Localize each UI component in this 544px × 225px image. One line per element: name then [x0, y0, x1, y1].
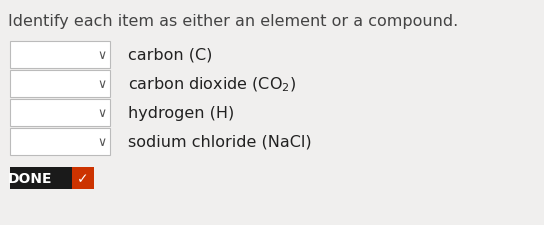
FancyBboxPatch shape — [10, 71, 110, 98]
Text: ∨: ∨ — [97, 135, 107, 148]
Text: sodium chloride (NaCl): sodium chloride (NaCl) — [128, 134, 312, 149]
Text: ∨: ∨ — [97, 49, 107, 62]
FancyBboxPatch shape — [10, 99, 110, 126]
FancyBboxPatch shape — [10, 167, 72, 189]
Text: ∨: ∨ — [97, 106, 107, 119]
Text: Identify each item as either an element or a compound.: Identify each item as either an element … — [8, 14, 458, 29]
FancyBboxPatch shape — [72, 167, 94, 189]
Text: carbon (C): carbon (C) — [128, 48, 212, 63]
Text: ✓: ✓ — [77, 171, 89, 185]
Text: ∨: ∨ — [97, 78, 107, 91]
Text: hydrogen (H): hydrogen (H) — [128, 106, 234, 120]
Text: DONE: DONE — [8, 171, 52, 185]
Text: carbon dioxide (CO$_2$): carbon dioxide (CO$_2$) — [128, 75, 296, 93]
FancyBboxPatch shape — [10, 128, 110, 155]
FancyBboxPatch shape — [10, 42, 110, 69]
